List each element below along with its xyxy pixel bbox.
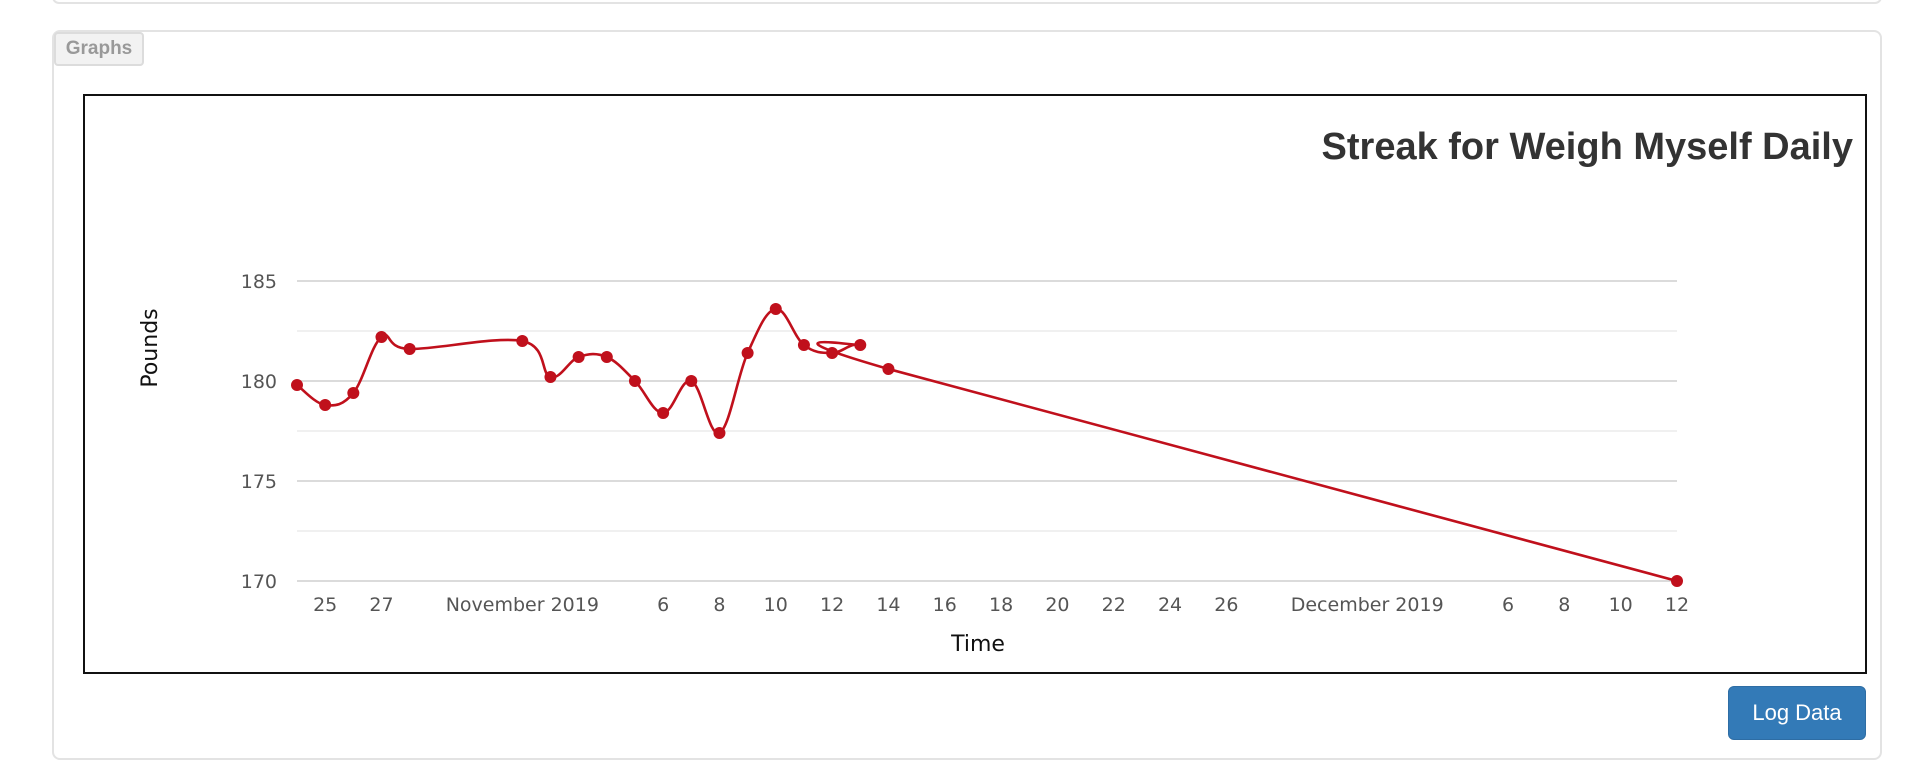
x-tick-label: 16 (933, 594, 957, 616)
x-tick-label: 8 (1558, 594, 1570, 616)
x-tick-label: 24 (1158, 594, 1182, 616)
line-chart: 170 175 180 185 25 27 November 2019 6 8 10 12 14 16… (138, 271, 1689, 657)
data-point[interactable] (319, 399, 332, 411)
data-point[interactable] (403, 343, 416, 355)
data-point[interactable] (797, 339, 810, 351)
x-tick-label: November 2019 (446, 594, 599, 616)
data-point[interactable] (572, 351, 585, 363)
y-tick-label: 180 (241, 371, 277, 393)
series-line (296, 307, 1678, 583)
data-point[interactable] (685, 375, 698, 387)
y-tick-label: 170 (241, 571, 277, 593)
graphs-tab[interactable]: Graphs (54, 32, 144, 66)
data-point[interactable] (882, 363, 895, 375)
data-point[interactable] (713, 427, 726, 439)
x-tick-label: 6 (657, 594, 669, 616)
chart-container: Streak for Weigh Myself Daily 170 175 180 1… (83, 94, 1867, 674)
y-tick-label: 175 (241, 471, 277, 493)
data-point[interactable] (291, 379, 303, 391)
x-tick-label: 6 (1502, 594, 1514, 616)
chart-title: Streak for Weigh Myself Daily (1321, 126, 1853, 168)
data-point[interactable] (1671, 575, 1683, 587)
x-tick-label: 18 (989, 594, 1013, 616)
data-point[interactable] (544, 371, 557, 383)
data-point[interactable] (600, 351, 613, 363)
data-point[interactable] (628, 375, 641, 387)
data-point[interactable] (826, 347, 839, 359)
x-tick-label: 25 (313, 594, 337, 616)
data-point[interactable] (741, 347, 754, 359)
x-axis-title: Time (950, 632, 1005, 657)
data-point[interactable] (516, 335, 529, 347)
top-panel (52, 0, 1882, 4)
y-axis-title: Pounds (138, 308, 163, 387)
x-tick-label: December 2019 (1291, 594, 1444, 616)
x-tick-label: 22 (1102, 594, 1126, 616)
log-data-button[interactable]: Log Data (1728, 686, 1866, 740)
x-tick-label: 8 (713, 594, 725, 616)
data-point[interactable] (854, 339, 867, 351)
data-point[interactable] (657, 407, 670, 419)
data-point[interactable] (347, 387, 360, 399)
y-tick-label: 185 (241, 271, 277, 293)
data-point[interactable] (375, 331, 388, 343)
x-tick-label: 12 (820, 594, 844, 616)
x-tick-label: 10 (764, 594, 788, 616)
x-tick-label: 26 (1214, 594, 1238, 616)
x-tick-label: 20 (1045, 594, 1069, 616)
x-tick-label: 12 (1665, 594, 1689, 616)
data-point[interactable] (769, 303, 782, 315)
x-tick-label: 27 (369, 594, 393, 616)
x-tick-label: 14 (876, 594, 900, 616)
x-tick-label: 10 (1609, 594, 1633, 616)
